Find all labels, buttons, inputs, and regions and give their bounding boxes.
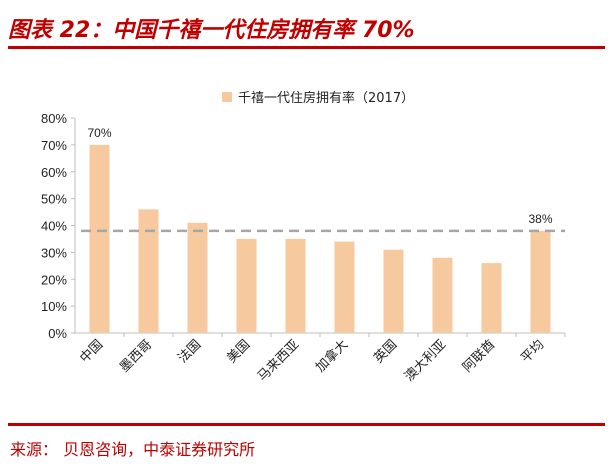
x-tick-label: 阿联酋 <box>459 337 498 376</box>
x-tick-label: 墨西哥 <box>117 337 155 375</box>
y-tick-label: 0% <box>48 326 67 341</box>
x-tick-label: 平均 <box>518 337 547 366</box>
y-tick-label: 70% <box>41 138 67 153</box>
x-tick-label: 法国 <box>175 337 204 366</box>
bar <box>432 257 453 333</box>
title-divider <box>8 46 605 49</box>
x-tick-label: 加拿大 <box>312 337 351 376</box>
bar <box>89 144 110 333</box>
data-label: 70% <box>87 126 111 140</box>
bar <box>236 238 257 333</box>
bar-chart: 0% 10% 20% 30% 40% 50% 60% 70% 80% 中国 墨西哥 法国 美国 马来西亚加… <box>41 111 566 385</box>
y-tick-label: 10% <box>41 299 67 314</box>
bar <box>334 241 355 333</box>
bar <box>285 238 306 333</box>
x-tick-label: 英国 <box>371 337 400 366</box>
y-tick-label: 20% <box>41 272 67 287</box>
bar <box>138 209 159 333</box>
data-label: 38% <box>528 212 552 226</box>
x-tick-label: 中国 <box>77 337 106 366</box>
chart-legend: 千禧一代住房拥有率（2017） <box>222 87 414 106</box>
legend-swatch <box>222 91 232 102</box>
y-tick-label: 60% <box>41 165 67 180</box>
chart-title: 图表 22：中国千禧一代住房拥有率 70% <box>8 18 415 43</box>
bar <box>530 230 551 333</box>
bar <box>481 263 502 333</box>
x-tick-label: 澳大利亚 <box>401 337 449 385</box>
bar <box>187 222 208 333</box>
y-tick-label: 50% <box>41 192 67 207</box>
y-tick-label: 30% <box>41 245 67 260</box>
y-tick-label: 40% <box>41 219 67 234</box>
x-tick-label: 马来西亚 <box>255 337 302 384</box>
x-tick-label: 美国 <box>224 337 253 366</box>
source-note: 来源： 贝恩咨询，中泰证券研究所 <box>10 440 256 459</box>
legend-label: 千禧一代住房拥有率（2017） <box>238 91 415 106</box>
y-tick-label: 80% <box>41 111 67 126</box>
bar <box>383 249 404 333</box>
footer-divider <box>8 423 605 426</box>
